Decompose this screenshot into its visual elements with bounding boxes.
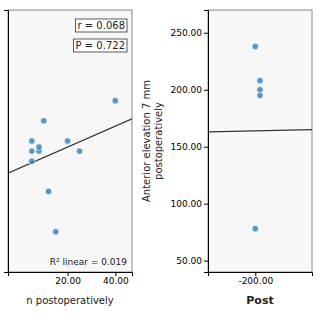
point: [252, 43, 258, 49]
point: [36, 144, 42, 150]
y-tick-label: 50.00: [176, 256, 202, 266]
point: [29, 148, 35, 154]
y-tick-label: 150.00: [171, 142, 203, 152]
y-tick-label: 250.00: [171, 28, 203, 38]
point: [112, 97, 118, 103]
y-tick-label: 100.00: [171, 199, 203, 209]
point: [64, 138, 70, 144]
x-axis-title: Post: [246, 294, 273, 307]
point: [76, 148, 82, 154]
x-tick: 20.00: [55, 272, 81, 286]
point: [52, 228, 58, 234]
x-tick-label: -200.00: [238, 276, 273, 286]
chart: 20.00 40.00 n postoperatively r = 0.068 P = …: [0, 0, 320, 320]
point: [45, 188, 51, 194]
marks: [8, 97, 132, 234]
texts: n postoperatively r = 0.068 P = 0.722 R² li…: [26, 19, 127, 306]
regression-line: [8, 119, 132, 173]
annotation-text: R² linear = 0.019: [50, 257, 127, 267]
point: [257, 77, 263, 83]
x-tick-label: 20.00: [55, 276, 81, 286]
y-axis-title: Anterior elevation 7 mmpostoperatively: [141, 80, 164, 202]
y-tick: 50.00: [176, 256, 208, 266]
y-tick-mark: [204, 147, 208, 148]
y-tick: 250.00: [171, 28, 209, 38]
annotation: r = 0.068: [76, 19, 127, 32]
point: [257, 92, 263, 98]
annotation: R² linear = 0.019: [50, 257, 127, 267]
y-tick: 100.00: [171, 199, 209, 209]
annotation-box: [74, 39, 127, 52]
point: [29, 158, 35, 164]
annotation-box: [76, 19, 127, 32]
plot-frame: [208, 10, 312, 272]
y-tick-label: 200.00: [171, 85, 203, 95]
y-tick-mark: [204, 33, 208, 34]
x-tick: -200.00: [238, 272, 273, 286]
point: [252, 226, 258, 232]
x-tick-label: 40.00: [103, 276, 129, 286]
panel: -200.00 50.00 100.00 150.00 200.00 250.00 Post…: [141, 10, 313, 307]
x-axis-title: n postoperatively: [26, 295, 114, 306]
x-axis: 20.00 40.00: [9, 272, 133, 286]
y-tick-mark: [204, 204, 208, 205]
y-axis-line: [204, 11, 209, 273]
y-axis: 50.00 100.00 150.00 200.00 250.00: [171, 11, 209, 273]
annotation-text: P = 0.722: [76, 40, 125, 51]
panel: 20.00 40.00 n postoperatively r = 0.068 P = …: [4, 10, 133, 306]
plot-frame: [8, 10, 132, 272]
annotation: P = 0.722: [74, 39, 127, 52]
regression-line: [208, 130, 312, 132]
annotation-text: r = 0.068: [78, 20, 125, 31]
y-tick-mark: [204, 90, 208, 91]
y-axis: [4, 11, 9, 273]
y-tick-mark: [204, 261, 208, 262]
y-axis-line: [4, 11, 9, 273]
texts: Post Anterior elevation 7 mmpostoperative…: [141, 80, 274, 307]
point: [29, 138, 35, 144]
y-tick: 200.00: [171, 85, 209, 95]
y-tick: 150.00: [171, 142, 209, 152]
x-tick: 40.00: [103, 272, 129, 286]
x-axis: -200.00: [209, 272, 313, 286]
marks: [208, 43, 312, 232]
point: [41, 118, 47, 124]
